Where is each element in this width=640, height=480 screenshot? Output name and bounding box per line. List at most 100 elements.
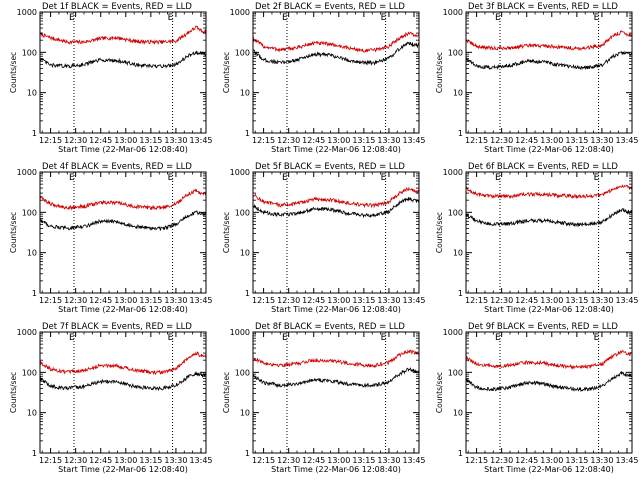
x-tick-label: 13:15 [352, 136, 375, 145]
y-tick-label: 1000 [443, 8, 463, 17]
x-tick-label: 13:45 [189, 456, 212, 465]
event-marker-label: E [381, 13, 387, 23]
x-axis-label: Start Time (22-Mar-06 12:08:40) [58, 305, 188, 314]
event-marker-label: E [282, 333, 288, 343]
x-axis-label: Start Time (22-Mar-06 12:08:40) [58, 145, 188, 154]
x-tick-label: 12:45 [515, 136, 538, 145]
x-tick-label: 13:00 [327, 296, 350, 305]
y-tick-label: 1 [32, 449, 37, 458]
x-tick-label: 13:00 [540, 296, 563, 305]
x-tick-label: 12:45 [89, 136, 112, 145]
x-tick-label: 13:30 [164, 456, 187, 465]
x-tick-label: 13:45 [189, 136, 212, 145]
x-tick-label: 12:30 [490, 296, 513, 305]
y-axis-label: Counts/sec [222, 212, 231, 253]
x-tick-label: 13:45 [615, 456, 638, 465]
panel-title: Det 3f BLACK = Events, RED = LLD [468, 2, 618, 12]
panel-title: Det 1f BLACK = Events, RED = LLD [42, 2, 192, 12]
event-marker-label: E [594, 173, 600, 183]
y-axis-label: Counts/sec [222, 372, 231, 413]
series-line [466, 207, 632, 228]
series-line [466, 350, 632, 370]
x-tick-label: 13:15 [352, 456, 375, 465]
x-tick-label: 13:45 [615, 136, 638, 145]
y-tick-label: 1 [458, 289, 463, 298]
x-tick-label: 12:30 [64, 296, 87, 305]
trace-group [40, 188, 206, 232]
y-axis-label: Counts/sec [9, 212, 18, 253]
plot-frame [252, 11, 420, 134]
x-tick-label: 12:45 [302, 296, 325, 305]
y-tick-label: 1 [245, 129, 250, 138]
x-tick-label: 12:15 [465, 456, 488, 465]
x-tick-label: 12:15 [39, 296, 62, 305]
event-marker-label: E [168, 173, 174, 183]
plot-frame [39, 171, 207, 294]
event-marker-label: E [594, 13, 600, 23]
x-tick-label: 13:45 [615, 296, 638, 305]
x-tick-label: 12:15 [252, 136, 275, 145]
series-line [466, 50, 632, 71]
x-tick-label: 13:30 [164, 136, 187, 145]
series-line [466, 184, 632, 200]
y-tick-label: 1000 [17, 8, 37, 17]
x-tick-label: 13:45 [402, 136, 425, 145]
event-marker-label: E [381, 333, 387, 343]
plot-frame [465, 11, 633, 134]
event-marker-label: E [69, 173, 75, 183]
y-tick-label: 10 [27, 89, 37, 98]
y-tick-label: 1000 [443, 328, 463, 337]
y-tick-label: 1000 [230, 8, 250, 17]
trace-group [253, 186, 419, 219]
y-axis-label: Counts/sec [9, 372, 18, 413]
event-marker-label: E [495, 173, 501, 183]
x-tick-label: 13:15 [139, 296, 162, 305]
trace-group [253, 31, 419, 66]
panel-title: Det 2f BLACK = Events, RED = LLD [255, 2, 405, 12]
x-tick-label: 12:15 [252, 456, 275, 465]
series-line [466, 30, 632, 51]
y-axis-label: Counts/sec [9, 52, 18, 93]
series-line [40, 210, 206, 232]
y-tick-label: 1000 [230, 168, 250, 177]
series-line [40, 25, 206, 46]
x-tick-label: 13:15 [565, 296, 588, 305]
x-tick-label: 13:30 [377, 136, 400, 145]
series-line [253, 197, 419, 219]
x-tick-label: 12:45 [515, 296, 538, 305]
x-tick-label: 13:00 [327, 136, 350, 145]
series-line [466, 370, 632, 393]
y-tick-label: 1 [458, 449, 463, 458]
event-marker-label: E [495, 13, 501, 23]
event-marker-label: E [282, 13, 288, 23]
event-marker-label: E [594, 333, 600, 343]
x-tick-label: 13:30 [590, 296, 613, 305]
x-axis-label: Start Time (22-Mar-06 12:08:40) [58, 465, 188, 474]
x-tick-label: 13:30 [377, 456, 400, 465]
y-tick-label: 10 [453, 409, 463, 418]
y-tick-label: 1000 [17, 328, 37, 337]
event-marker-label: E [168, 13, 174, 23]
x-axis-label: Start Time (22-Mar-06 12:08:40) [271, 465, 401, 474]
y-tick-label: 1000 [17, 168, 37, 177]
y-axis-label: Counts/sec [435, 212, 444, 253]
x-tick-label: 12:30 [64, 136, 87, 145]
event-marker-label: E [381, 173, 387, 183]
panel-title: Det 6f BLACK = Events, RED = LLD [468, 162, 618, 172]
y-axis-label: Counts/sec [435, 372, 444, 413]
y-tick-label: 10 [27, 409, 37, 418]
x-tick-label: 12:30 [490, 456, 513, 465]
plot-frame [252, 331, 420, 454]
x-tick-label: 12:30 [277, 296, 300, 305]
y-tick-label: 10 [453, 89, 463, 98]
y-tick-label: 100 [235, 368, 250, 377]
x-tick-label: 12:45 [302, 136, 325, 145]
y-tick-label: 100 [235, 208, 250, 217]
x-tick-label: 12:15 [465, 136, 488, 145]
trace-group [466, 350, 632, 393]
panel-title: Det 4f BLACK = Events, RED = LLD [42, 162, 192, 172]
x-axis-label: Start Time (22-Mar-06 12:08:40) [271, 305, 401, 314]
